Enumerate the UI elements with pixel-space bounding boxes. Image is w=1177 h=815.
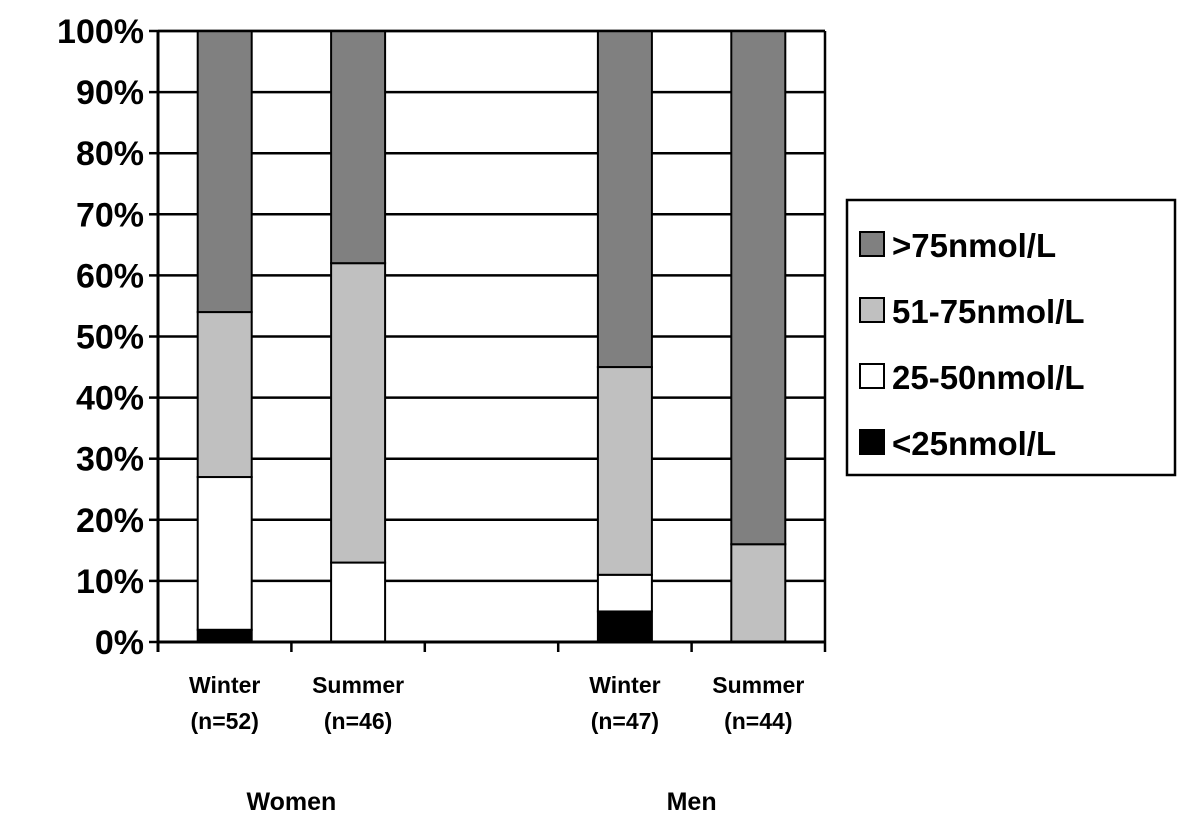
legend: >75nmol/L 51-75nmol/L 25-50nmol/L <25nmol/L	[845, 198, 1177, 477]
group-label: Women	[246, 788, 336, 815]
x-category-sublabel: (n=52)	[191, 708, 259, 734]
y-tick-label: 30%	[76, 441, 144, 479]
bar-segment	[196, 476, 253, 631]
x-category-label: Summer	[712, 672, 804, 698]
y-tick-label: 90%	[76, 74, 144, 112]
legend-swatch	[859, 363, 885, 389]
y-tick-label: 40%	[76, 380, 144, 418]
x-category-sublabel: (n=47)	[591, 708, 659, 734]
legend-swatch	[859, 297, 885, 323]
bar-segment	[596, 573, 653, 613]
y-tick-label: 100%	[57, 13, 144, 51]
y-tick-label: 70%	[76, 196, 144, 234]
y-tick-label: 50%	[76, 319, 144, 357]
x-category-sublabel: (n=44)	[724, 708, 792, 734]
legend-box	[845, 198, 1177, 477]
legend-label: <25nmol/L	[892, 425, 1056, 462]
bar-segment	[730, 30, 787, 546]
gridlines	[158, 29, 825, 642]
legend-label: 25-50nmol/L	[892, 359, 1085, 396]
y-tick-labels: 0% 10% 20% 30% 40% 50% 60% 70% 80% 90% 100%	[57, 13, 144, 662]
bar-segment	[196, 628, 253, 644]
bars	[196, 30, 787, 644]
bar-segment	[196, 311, 253, 479]
bar-segment	[196, 30, 253, 314]
bar-segment	[596, 366, 653, 576]
group-labels: Women Men	[246, 788, 716, 815]
axes	[149, 29, 827, 652]
group-label: Men	[667, 788, 717, 815]
legend-label: >75nmol/L	[892, 227, 1056, 264]
bar-segment	[596, 610, 653, 644]
x-category-label: Winter	[589, 672, 660, 698]
x-category-label: Winter	[189, 672, 260, 698]
bar-segment	[330, 262, 387, 564]
y-tick-label: 0%	[95, 624, 144, 662]
bar-segment	[330, 30, 387, 265]
bar-segment	[730, 543, 787, 643]
legend-label: 51-75nmol/L	[892, 293, 1085, 330]
bar-segment	[596, 30, 653, 369]
legend-swatch	[859, 231, 885, 257]
x-category-sublabel: (n=46)	[324, 708, 392, 734]
bar-segment	[330, 561, 387, 644]
y-tick-label: 20%	[76, 502, 144, 540]
y-tick-label: 80%	[76, 135, 144, 173]
x-category-labels: Winter (n=52) Summer (n=46) Winter (n=47) Summ…	[189, 672, 804, 734]
legend-swatch	[859, 429, 885, 455]
x-category-label: Summer	[312, 672, 404, 698]
y-tick-label: 10%	[76, 563, 144, 601]
y-tick-label: 60%	[76, 257, 144, 295]
